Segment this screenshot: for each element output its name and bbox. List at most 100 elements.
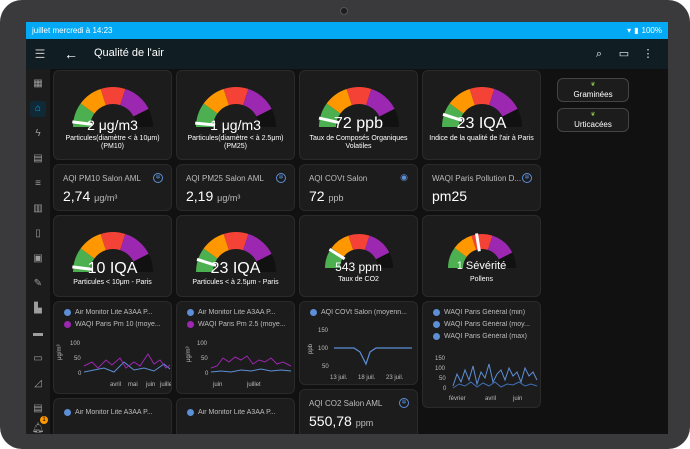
sensor-card[interactable]: WAQI Paris Pollution D... ✲ pm25 xyxy=(422,164,541,211)
sensor-card[interactable]: AQI PM10 Salon AML ✲ 2,74 μg/m³ xyxy=(53,164,172,211)
gauge-segment xyxy=(223,232,249,251)
gauge-segment xyxy=(498,252,516,268)
assist-icon[interactable]: ▭ xyxy=(618,48,630,60)
sidebar-stats-icon[interactable]: ◿ xyxy=(34,378,42,389)
chip-urticacees[interactable]: ❦ Urticacées xyxy=(557,108,629,132)
molecule-icon: ✲ xyxy=(522,173,532,183)
legend-dot xyxy=(187,321,194,328)
y-tick: 0 xyxy=(443,386,447,392)
gauge-card[interactable]: 1 μg/m3 Particules(diamètre < à 2.5μm) (… xyxy=(176,70,295,160)
history-graph: ppb 150 100 50 13 juil. 18 juil. 23 juil… xyxy=(308,328,412,381)
gauge-segment xyxy=(203,88,229,114)
gauge-segment xyxy=(203,233,229,259)
gauge-svg xyxy=(72,87,153,127)
gauge-value: 2 μg/m3 xyxy=(87,117,138,133)
legend-dot xyxy=(433,333,440,340)
sidebar-dashboard-icon[interactable]: ▦ xyxy=(33,78,43,89)
gauge-value: 10 IQA xyxy=(87,260,138,277)
gauge-segment xyxy=(243,88,272,117)
sidebar-calendar-icon[interactable]: ▣ xyxy=(33,253,43,264)
history-graph-card[interactable]: AQI COVt Salon (moyenn... ppb 150 100 50… xyxy=(299,301,418,385)
gauge-segment xyxy=(454,235,477,257)
legend-item[interactable]: WAQI Paris Pm 10 (moye... xyxy=(64,321,171,328)
gauge-svg xyxy=(448,233,516,268)
legend-item[interactable]: Air Monitor Lite A3AA P... xyxy=(64,309,171,316)
sidebar-media-icon[interactable]: ▤ xyxy=(33,153,43,164)
gauge-svg xyxy=(442,87,522,127)
gauge-segment xyxy=(331,235,354,257)
y-tick: 100 xyxy=(197,341,208,347)
molecule-icon: ✲ xyxy=(153,173,163,183)
y-tick: 150 xyxy=(435,356,446,362)
gauge-card[interactable]: 2 μg/m3 Particules(diamètre < à 10μm) (P… xyxy=(53,70,172,160)
sidebar-list-icon[interactable]: ≡ xyxy=(35,178,41,189)
gauge-card[interactable]: 72 ppb Taux de Composés Organiques Volat… xyxy=(299,70,418,160)
camera xyxy=(340,7,348,15)
gauge-segment xyxy=(223,87,249,106)
gauge-card[interactable]: 23 IQA Particules < à 2.5μm - Paris xyxy=(176,215,295,297)
search-icon[interactable]: ⌕ xyxy=(595,48,603,60)
sensor-value: 550,78 ppm xyxy=(309,413,374,429)
history-graph-card[interactable]: WAQI Paris Général (min) WAQI Paris Géné… xyxy=(422,301,541,408)
sidebar-energy-icon[interactable]: ϟ xyxy=(35,128,41,139)
sidebar-terminal-icon[interactable]: ▭ xyxy=(33,353,43,364)
more-vert-icon[interactable]: ⋮ xyxy=(642,48,654,60)
legend-item[interactable]: Air Monitor Lite A3AA P... xyxy=(187,409,294,416)
y-tick: 50 xyxy=(322,364,329,370)
sidebar-wrench-icon[interactable]: ✎ xyxy=(33,278,43,289)
gauge-segment xyxy=(256,253,276,272)
y-tick: 50 xyxy=(201,356,208,362)
sidebar-server-icon[interactable]: ▬ xyxy=(33,328,43,339)
legend-dot xyxy=(64,321,71,328)
history-graph-card[interactable]: Air Monitor Lite A3AA P... xyxy=(53,398,172,434)
sensor-value: 2,74 μg/m³ xyxy=(63,188,118,204)
legend-item[interactable]: WAQI Paris Général (min) xyxy=(433,309,540,316)
sidebar-notes-icon[interactable]: ▤ xyxy=(33,403,43,414)
back-arrow-icon[interactable]: ← xyxy=(64,46,78,62)
sensor-card[interactable]: AQI COVt Salon ◉ 72 ppb xyxy=(299,164,418,211)
sidebar-bell-icon[interactable]: 🔔︎ xyxy=(31,423,45,434)
wifi-icon: ▾ xyxy=(627,26,632,35)
legend-item[interactable]: AQI COVt Salon (moyenn... xyxy=(310,309,417,316)
menu-icon[interactable]: ☰ xyxy=(34,47,46,61)
gauge-needle xyxy=(72,120,93,126)
gauge-card[interactable]: 10 IQA Particules < 10μm - Paris xyxy=(53,215,172,297)
sidebar-home-icon[interactable]: ⌂ xyxy=(30,101,46,117)
gauge-svg xyxy=(318,87,399,127)
legend-item[interactable]: Air Monitor Lite A3AA P... xyxy=(187,309,294,316)
legend-item[interactable]: Air Monitor Lite A3AA P... xyxy=(64,409,171,416)
sidebar-history-icon[interactable]: ▥ xyxy=(33,203,43,214)
leaf-icon: ❦ xyxy=(590,112,596,118)
history-graph-card[interactable]: Air Monitor Lite A3AA P... xyxy=(176,398,295,434)
y-unit: μg/m³ xyxy=(186,347,192,362)
gauge-needle xyxy=(475,233,481,252)
gauge-card[interactable]: 543 ppm Taux de CO2 xyxy=(299,215,418,297)
history-graph-card[interactable]: Air Monitor Lite A3AA P... WAQI Paris Pm… xyxy=(176,301,295,394)
sensor-card[interactable]: AQI PM25 Salon AML ✲ 2,19 μg/m³ xyxy=(176,164,295,211)
sidebar-chart-icon[interactable]: ▙ xyxy=(34,303,42,314)
battery-level: 100% xyxy=(641,26,662,35)
sidebar-logbook-icon[interactable]: ▯ xyxy=(35,228,41,239)
gauge-card[interactable]: 23 IQA Indice de la qualité de l'air à P… xyxy=(422,70,541,160)
sensor-card[interactable]: AQI CO2 Salon AML ✲ 550,78 ppm xyxy=(299,389,418,434)
history-graph: μg/m³ 100 50 0 avril mai juin juillet xyxy=(57,341,171,388)
y-tick: 100 xyxy=(70,341,81,347)
gauge-card[interactable]: 1 Sévérité Pollens xyxy=(422,215,541,297)
chip-graminees[interactable]: ❦ Graminées xyxy=(557,78,629,102)
x-tick: 13 juil. xyxy=(330,375,348,381)
molecule-icon: ✲ xyxy=(276,173,286,183)
gauge-segment xyxy=(502,108,522,127)
legend-item[interactable]: WAQI Paris Général (moy... xyxy=(433,321,540,328)
legend-item[interactable]: WAQI Paris Pm 2.5 (moye... xyxy=(187,321,294,328)
gauge-svg xyxy=(325,234,393,268)
sensor-name: AQI COVt Salon xyxy=(309,174,368,183)
sidebar: ▦ ⌂ ϟ ▤ ≡ ▥ ▯ ▣ ✎ ▙ ▬ ▭ ◿ ▤ 🔔︎ 1 F xyxy=(26,69,50,434)
gauge-segment xyxy=(487,235,513,260)
gauge-label: Taux de CO2 xyxy=(338,276,379,283)
history-graph-card[interactable]: Air Monitor Lite A3AA P... WAQI Paris Pm… xyxy=(53,301,172,394)
y-unit: μg/m³ xyxy=(57,345,63,360)
gauge-segment xyxy=(366,88,395,117)
chip-label: Urticacées xyxy=(574,120,612,129)
legend-item[interactable]: WAQI Paris Général (max) xyxy=(433,333,540,340)
